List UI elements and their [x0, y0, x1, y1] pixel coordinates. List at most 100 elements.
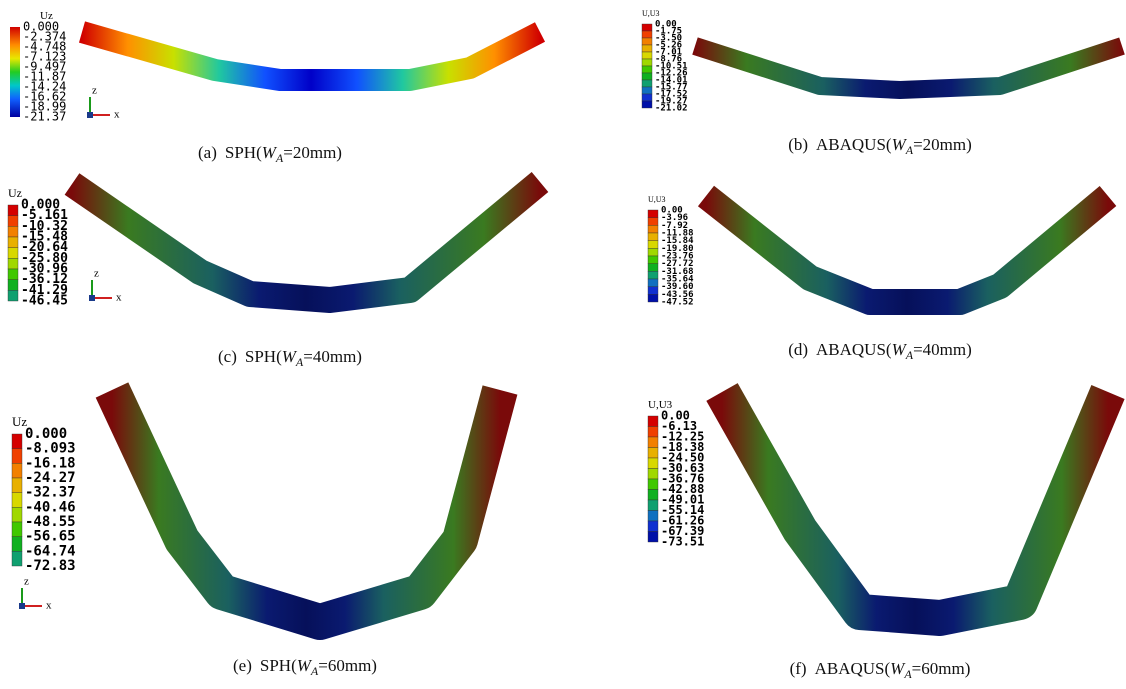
colorbar-block	[647, 426, 659, 438]
panel: U,U3 0.00-3.96-7.92-11.88-15.84-19.80-23.…	[647, 185, 1117, 362]
axis-x-label: x	[114, 109, 120, 121]
colorbar-block	[647, 457, 659, 469]
legend-label: -1.75	[655, 27, 682, 37]
legend-label: -73.51	[661, 535, 704, 549]
legend-title: Uz	[8, 186, 22, 200]
caption-tag: (f)	[790, 659, 807, 678]
colorbar-block	[7, 290, 19, 302]
legend-label: 0.000	[21, 198, 60, 213]
colorbar-block	[647, 489, 659, 501]
legend-label: -8.093	[25, 441, 76, 457]
legend-label: -55.14	[661, 503, 704, 517]
legend-label: 0.000	[25, 426, 67, 442]
colorbar-block	[647, 255, 659, 264]
legend-label: -4.748	[23, 40, 66, 54]
legend-label: -47.52	[661, 298, 694, 308]
legend-label: -10.32	[21, 219, 68, 234]
legend-label: -46.45	[21, 294, 68, 309]
caption-var: W	[262, 143, 278, 162]
panel: U,U30.00-1.75-3.50-5.26-7.01-8.76-10.51-…	[641, 9, 1125, 157]
panel: Uz0.000-5.161-10.32-15.48-20.64-25.80-30…	[7, 172, 549, 369]
caption-suffix: =40mm)	[913, 340, 972, 359]
legend-label: -30.63	[661, 461, 704, 475]
legend-title: Uz	[40, 10, 53, 22]
legend-label: 0.00	[661, 409, 690, 423]
colorbar-block	[11, 507, 23, 523]
legend-label: -15.84	[661, 236, 694, 246]
caption-sub: A	[310, 664, 319, 678]
legend-label: -7.01	[655, 48, 682, 58]
caption-var: W	[892, 135, 908, 154]
panel: Uz0.000-8.093-16.18-24.27-32.37-40.46-48…	[11, 382, 518, 678]
colorbar-block	[641, 79, 653, 88]
colorbar-block	[641, 30, 653, 39]
caption-tag: (e)	[233, 656, 252, 675]
colorbar-block	[11, 551, 23, 567]
legend-label: -41.29	[21, 283, 68, 298]
axis-origin	[19, 603, 25, 609]
axis-z-label: z	[94, 268, 99, 280]
legend-title: Uz	[12, 414, 27, 429]
legend-label: -72.83	[25, 558, 76, 574]
colorbar-block	[641, 23, 653, 32]
legend-label: -9.497	[23, 60, 66, 74]
colorbar-block	[641, 37, 653, 46]
caption-suffix: =60mm)	[912, 659, 971, 678]
deformed-shape	[64, 172, 549, 313]
legend-label: -16.62	[23, 90, 66, 104]
legend-label: -12.26	[655, 69, 688, 79]
legend-label: -5.161	[21, 208, 68, 223]
caption-sub: A	[295, 355, 304, 369]
colorbar-block	[11, 448, 23, 464]
legend-label: -21.37	[23, 110, 66, 124]
colorbar-block	[641, 100, 653, 109]
legend-label: -25.80	[21, 251, 68, 266]
caption-tag: (b)	[788, 135, 808, 154]
colorbar-block	[641, 93, 653, 102]
legend-label: 0.000	[23, 20, 59, 34]
legend-label: -18.38	[661, 440, 704, 454]
colorbar-block	[647, 217, 659, 226]
colorbar-block	[647, 531, 659, 543]
caption: (c) SPH(WA=40mm)	[218, 347, 362, 369]
legend-label: -20.64	[21, 240, 68, 255]
legend-label: -23.76	[661, 252, 694, 262]
legend-label: -48.55	[25, 514, 76, 530]
legend-label: -3.50	[655, 34, 682, 44]
axis-z-label: z	[24, 576, 29, 588]
caption-tag: (c)	[218, 347, 237, 366]
colorbar-block	[647, 478, 659, 490]
legend-label: -17.52	[655, 90, 688, 100]
axis-origin	[87, 112, 93, 118]
caption: (b) ABAQUS(WA=20mm)	[788, 135, 972, 157]
colorbar-block	[7, 279, 19, 291]
legend-label: -67.39	[661, 524, 704, 538]
legend-label: -5.26	[655, 41, 682, 51]
legend-label: -36.12	[21, 272, 68, 287]
axis-x-label: x	[46, 600, 52, 612]
legend-label: -19.80	[661, 244, 694, 254]
deformed-shape	[692, 37, 1125, 99]
colorbar-block	[647, 468, 659, 480]
legend-label: -32.37	[25, 485, 76, 501]
legend-label: -21.02	[655, 104, 688, 114]
caption-prefix: SPH(	[260, 656, 297, 675]
colorbar-block	[647, 520, 659, 532]
deformed-shape	[706, 383, 1125, 636]
colorbar-block	[7, 215, 19, 227]
colorbar-block	[11, 492, 23, 508]
caption: (a) SPH(WA=20mm)	[198, 143, 342, 165]
caption: (e) SPH(WA=60mm)	[233, 656, 377, 678]
colorbar-block	[647, 278, 659, 287]
legend-label: -2.374	[23, 30, 66, 44]
colorbar-block	[647, 240, 659, 249]
caption-prefix: SPH(	[245, 347, 282, 366]
legend-title: U,U3	[642, 9, 660, 18]
colorbar-block	[641, 51, 653, 60]
deformed-shape	[697, 185, 1117, 315]
colorbar-block	[641, 65, 653, 74]
legend-label: -40.46	[25, 499, 76, 515]
legend-label: -61.26	[661, 514, 704, 528]
colorbar-block	[647, 294, 659, 303]
legend-label: -11.88	[661, 229, 694, 239]
